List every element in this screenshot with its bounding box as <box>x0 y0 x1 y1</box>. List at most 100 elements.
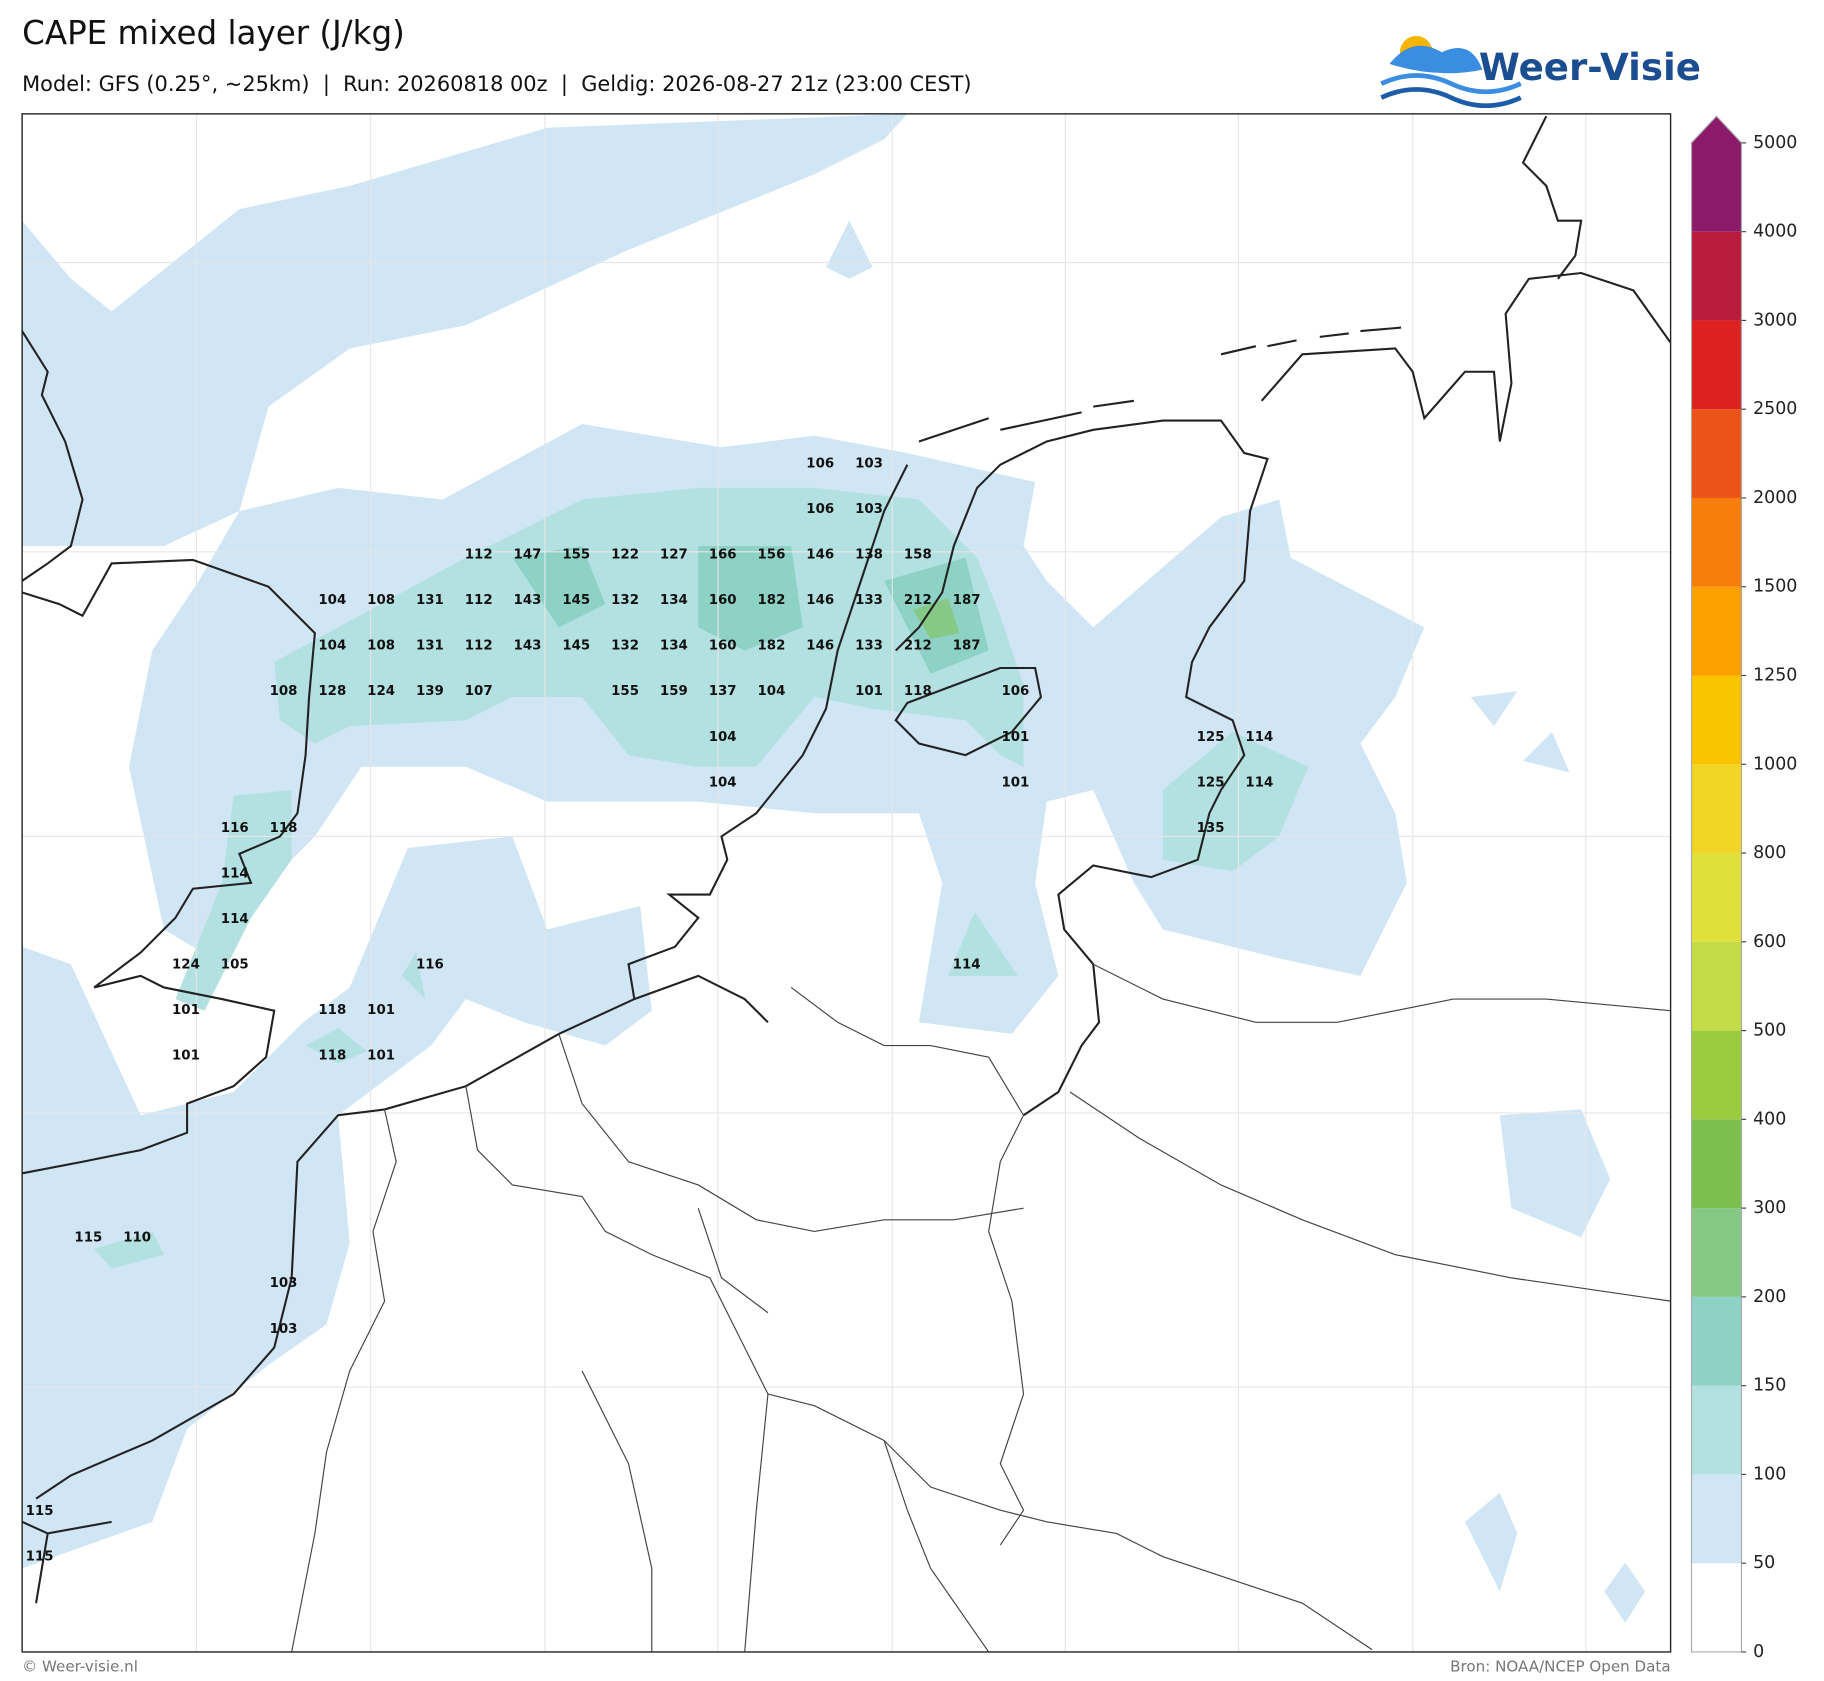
colorbar-segment <box>1691 116 1742 232</box>
cape-value-label: 133 <box>855 639 883 654</box>
cape-value-label: 139 <box>416 684 444 699</box>
cape-value-label: 147 <box>514 548 542 563</box>
cape-value-label: 104 <box>709 730 737 745</box>
coastlines <box>22 115 1671 1652</box>
cape-value-label: 114 <box>1245 730 1273 745</box>
cape-value-label: 146 <box>806 639 834 654</box>
cape-value-label: 107 <box>465 684 493 699</box>
colorbar-tick-label: 600 <box>1753 932 1786 952</box>
colorbar-tick-label: 300 <box>1753 1198 1786 1218</box>
cape-value-label: 128 <box>318 684 346 699</box>
cape-value-label: 159 <box>660 684 688 699</box>
cape-value-label: 118 <box>318 1049 346 1064</box>
cape-value-label: 122 <box>611 548 639 563</box>
colorbar-segment <box>1691 1030 1742 1120</box>
cape-value-label: 101 <box>367 1049 395 1064</box>
cape-value-label: 133 <box>855 593 883 608</box>
colorbar-segment <box>1691 941 1742 1031</box>
cape-value-label: 104 <box>318 593 346 608</box>
cape-value-label: 134 <box>660 593 688 608</box>
colorbar-tick-label: 2000 <box>1753 488 1797 508</box>
cape-value-label: 166 <box>709 548 737 563</box>
cape-value-label: 125 <box>1197 730 1225 745</box>
cape-value-label: 103 <box>270 1322 298 1337</box>
cape-value-label: 145 <box>562 639 590 654</box>
colorbar-tick-label: 400 <box>1753 1109 1786 1129</box>
cape-value-label: 158 <box>904 548 932 563</box>
colorbar-segment <box>1691 853 1742 942</box>
cape-value-label: 101 <box>1001 775 1029 790</box>
cape-value-label: 131 <box>416 593 444 608</box>
cape-value-label: 212 <box>904 593 932 608</box>
cape-value-label: 112 <box>465 639 493 654</box>
colorbar-segment <box>1691 1208 1742 1297</box>
cape-value-label: 101 <box>367 1003 395 1018</box>
colorbar-segment <box>1691 320 1742 410</box>
cape-value-label: 103 <box>270 1276 298 1291</box>
colorbar-tick-label: 0 <box>1753 1642 1764 1662</box>
map <box>22 113 1671 1652</box>
cape-value-label: 118 <box>318 1003 346 1018</box>
cape-value-label: 114 <box>221 866 249 881</box>
colorbar-segment <box>1691 1474 1742 1564</box>
cape-value-label: 187 <box>953 639 981 654</box>
colorbar-segment <box>1691 1385 1742 1475</box>
cape-value-label: 106 <box>1001 684 1029 699</box>
cape-value-label: 135 <box>1197 821 1225 836</box>
colorbar-segment <box>1691 764 1742 854</box>
cape-value-label: 137 <box>709 684 737 699</box>
title: CAPE mixed layer (J/kg) <box>22 14 405 52</box>
colorbar-segment <box>1691 675 1742 765</box>
cape-value-label: 115 <box>26 1504 54 1519</box>
cape-value-label: 114 <box>953 957 981 972</box>
colorbar-segment <box>1691 409 1742 498</box>
graticule <box>22 113 1671 1652</box>
colorbar-tick-label: 1000 <box>1753 754 1797 774</box>
colorbar-tick-label: 2500 <box>1753 399 1797 419</box>
cape-value-label: 104 <box>709 775 737 790</box>
colorbar-tick-label: 5000 <box>1753 133 1797 153</box>
cape-value-label: 112 <box>465 548 493 563</box>
colorbar-tick-label: 100 <box>1753 1464 1786 1484</box>
cape-value-label: 115 <box>26 1549 54 1564</box>
colorbar-segment <box>1691 231 1742 321</box>
cape-value-label: 131 <box>416 639 444 654</box>
subtitle: Model: GFS (0.25°, ~25km) | Run: 2026081… <box>22 72 971 97</box>
colorbar-tick-label: 800 <box>1753 843 1786 863</box>
cape-value-label: 112 <box>465 593 493 608</box>
cape-value-label: 114 <box>1245 775 1273 790</box>
cape-value-label: 114 <box>221 912 249 927</box>
cape-200-300 <box>913 598 960 639</box>
cape-value-label: 110 <box>123 1231 151 1246</box>
cape-value-label: 146 <box>806 548 834 563</box>
cape-value-label: 103 <box>855 457 883 472</box>
colorbar-tick-label: 50 <box>1753 1553 1775 1573</box>
cape-value-label: 132 <box>611 593 639 608</box>
cape-value-label: 116 <box>416 957 444 972</box>
cape-value-label: 143 <box>514 593 542 608</box>
colorbar-tick-label: 200 <box>1753 1287 1786 1307</box>
value-labels: 106 103 106 103 112 147 155 122 127 166 156 146 138 1… <box>26 457 1274 1565</box>
cape-value-label: 101 <box>172 1049 200 1064</box>
cape-value-label: 118 <box>270 821 298 836</box>
colorbar-tick-label: 500 <box>1753 1021 1786 1041</box>
footer-right: Bron: NOAA/NCEP Open Data <box>1450 1658 1670 1676</box>
cape-value-label: 212 <box>904 639 932 654</box>
cape-value-label: 182 <box>758 593 786 608</box>
cape-value-label: 104 <box>758 684 786 699</box>
cape-value-label: 127 <box>660 548 688 563</box>
cape-value-label: 132 <box>611 639 639 654</box>
cape-value-label: 125 <box>1197 775 1225 790</box>
cape-value-label: 143 <box>514 639 542 654</box>
cape-value-label: 156 <box>758 548 786 563</box>
cape-value-label: 116 <box>221 821 249 836</box>
cape-value-label: 146 <box>806 593 834 608</box>
colorbar-segment <box>1691 1119 1742 1209</box>
cape-value-label: 134 <box>660 639 688 654</box>
colorbar-tick-label: 1500 <box>1753 577 1797 597</box>
cape-value-label: 104 <box>318 639 346 654</box>
colorbar-tick-label: 150 <box>1753 1376 1786 1396</box>
cape-value-label: 155 <box>611 684 639 699</box>
colorbar-tick-label: 3000 <box>1753 310 1797 330</box>
